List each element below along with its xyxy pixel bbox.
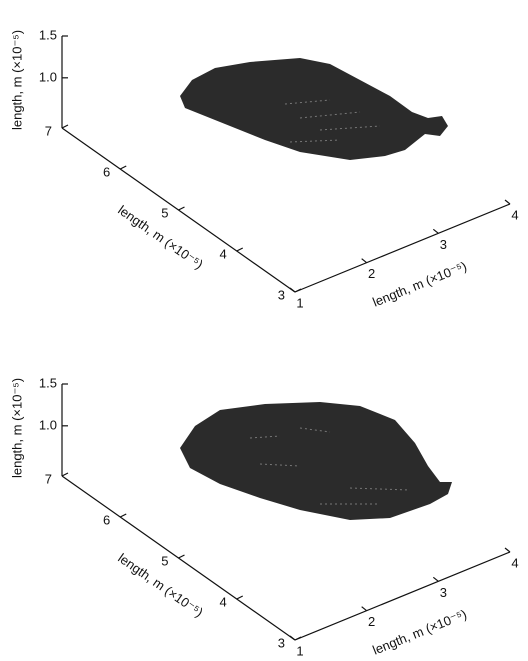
figure: 1 2 3 4 3 4 5 6 7 1.0 1.5 length, m (×10⁻⁵) length, … [0,0,528,661]
x-tick-label: 4 [511,555,518,570]
y-tick [237,248,243,251]
x-tick-label: 4 [511,207,518,222]
x-tick [290,288,295,292]
x-tick [362,607,367,611]
z-tick-label: 1.0 [39,417,57,432]
z-axis-title: length, m (×10⁻⁵) [9,378,24,478]
y-tick-label: 7 [45,123,52,138]
y-tick-label: 3 [278,635,285,650]
x-tick [505,548,510,552]
y-tick-label: 5 [161,553,168,568]
y-tick [62,473,68,476]
x-axis [295,204,510,292]
x-axis [295,552,510,640]
x-axis-title: length, m (×10⁻⁵) [370,258,468,309]
x-tick-label: 2 [368,614,375,629]
x-tick-label: 1 [296,643,303,658]
y-tick-label: 4 [220,594,227,609]
x-tick-label: 3 [440,585,447,600]
x-tick-label: 3 [440,237,447,252]
z-tick-label: 1.5 [39,375,57,390]
x-axis-title: length, m (×10⁻⁵) [370,606,468,657]
x-tick [433,229,438,233]
z-axis-title: length, m (×10⁻⁵) [9,30,24,130]
y-tick-label: 3 [278,287,285,302]
voxel-shape [180,402,452,520]
x-tick-label: 2 [368,266,375,281]
plot: 1 2 3 4 3 4 5 6 7 1.0 1.5 length, m (×10⁻⁵) length, … [9,375,518,658]
y-tick-label: 7 [45,471,52,486]
z-tick-label: 1.5 [39,27,57,42]
y-tick [179,555,185,558]
y-tick [120,166,126,169]
y-tick-label: 4 [220,246,227,261]
y-tick [179,207,185,210]
y-tick-label: 6 [103,164,110,179]
x-tick-label: 1 [296,295,303,310]
plot: 1 2 3 4 3 4 5 6 7 1.0 1.5 length, m (×10⁻⁵) length, … [9,27,518,310]
voxel-shape [180,58,448,160]
x-tick [290,636,295,640]
x-tick [505,200,510,204]
y-tick [120,514,126,517]
y-tick-label: 6 [103,512,110,527]
x-tick [362,259,367,263]
y-tick [62,125,68,128]
x-tick [433,577,438,581]
y-tick [237,596,243,599]
y-tick-label: 5 [161,205,168,220]
z-tick-label: 1.0 [39,69,57,84]
